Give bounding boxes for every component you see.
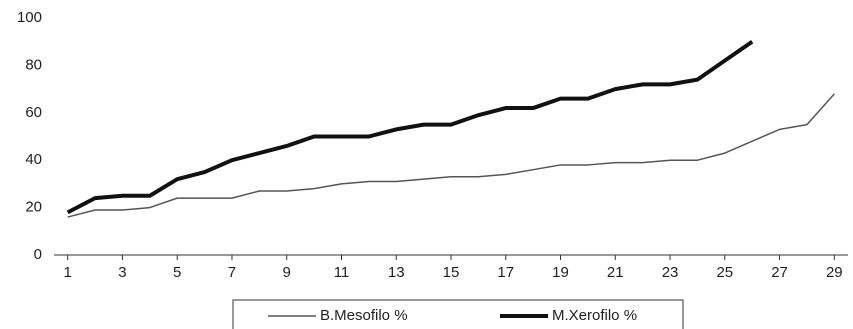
- x-tick-label: 7: [228, 264, 236, 281]
- series-line: [67, 93, 835, 218]
- x-tick-label: 9: [283, 264, 291, 281]
- series-line: [66, 40, 754, 215]
- x-tick-label: 29: [826, 264, 843, 281]
- legend-label: B.Mesofilo %: [320, 307, 408, 324]
- y-tick-label: 20: [25, 199, 42, 216]
- y-tick-label: 60: [25, 104, 42, 121]
- x-tick-label: 27: [771, 264, 788, 281]
- x-tick-label: 13: [388, 264, 405, 281]
- y-tick-label: 0: [34, 246, 42, 263]
- x-tick-label: 17: [497, 264, 514, 281]
- x-tick-label: 23: [662, 264, 679, 281]
- x-tick-label: 19: [552, 264, 569, 281]
- x-tick-label: 1: [64, 264, 72, 281]
- x-tick-label: 5: [173, 264, 181, 281]
- y-tick-label: 80: [25, 56, 42, 73]
- legend-label: M.Xerofilo %: [552, 307, 637, 324]
- legend-box: [232, 299, 684, 329]
- x-tick-label: 15: [443, 264, 460, 281]
- y-tick-label: 40: [25, 151, 42, 168]
- x-tick-label: 21: [607, 264, 624, 281]
- y-tick-label: 100: [17, 9, 42, 26]
- x-tick-label: 3: [118, 264, 126, 281]
- x-tick-label: 11: [334, 264, 350, 281]
- x-tick-label: 25: [716, 264, 733, 281]
